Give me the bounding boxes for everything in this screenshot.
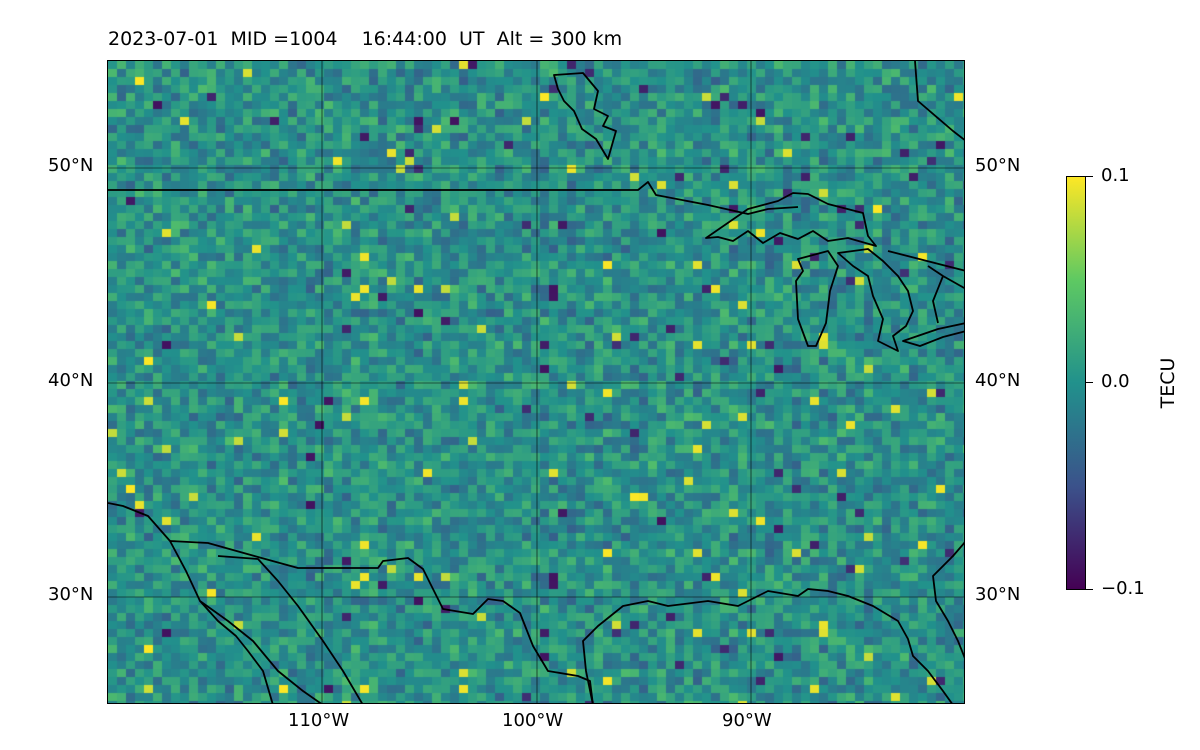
baja-california [108, 502, 322, 703]
colorbar [1066, 176, 1086, 590]
lat-label-50-right: 50°N [975, 155, 1021, 176]
us-mexico-border [169, 540, 594, 703]
gulf-coast [582, 588, 953, 703]
gulf-of-california [199, 600, 274, 703]
lon-label-100: 100°W [502, 710, 564, 731]
hudson-bay-west [553, 72, 617, 160]
colorbar-label: TECU [1157, 357, 1179, 409]
colorbar-tick-mid [1086, 382, 1093, 383]
lake-erie [902, 322, 964, 347]
gridlines [108, 61, 964, 703]
lat-label-30-left: 30°N [48, 584, 94, 605]
colorbar-tick-label-mid: 0.0 [1101, 371, 1130, 392]
lon-label-90: 90°W [722, 710, 772, 731]
map-title: 2023-07-01 MID =1004 16:44:00 UT Alt = 3… [108, 28, 623, 50]
lat-label-30-right: 30°N [975, 584, 1021, 605]
lat-label-40-left: 40°N [48, 370, 94, 391]
tec-map [107, 60, 965, 704]
map-overlay [108, 61, 964, 703]
colorbar-tick-top [1086, 176, 1093, 177]
colorbar-tick-label-bottom: −0.1 [1101, 578, 1145, 599]
baja-peninsula [217, 555, 363, 703]
us-canada-border [108, 181, 799, 215]
coastlines [108, 61, 964, 703]
ontario-east [914, 61, 964, 141]
lake-huron [837, 248, 914, 352]
colorbar-tick-bottom [1086, 589, 1093, 590]
lat-label-40-right: 40°N [975, 370, 1021, 391]
lake-michigan [795, 250, 839, 347]
great-lakes-east [887, 250, 964, 324]
florida [932, 541, 964, 659]
lon-label-110: 110°W [288, 710, 350, 731]
lat-label-50-left: 50°N [48, 155, 94, 176]
lake-superior [705, 192, 877, 247]
colorbar-tick-label-top: 0.1 [1101, 165, 1130, 186]
